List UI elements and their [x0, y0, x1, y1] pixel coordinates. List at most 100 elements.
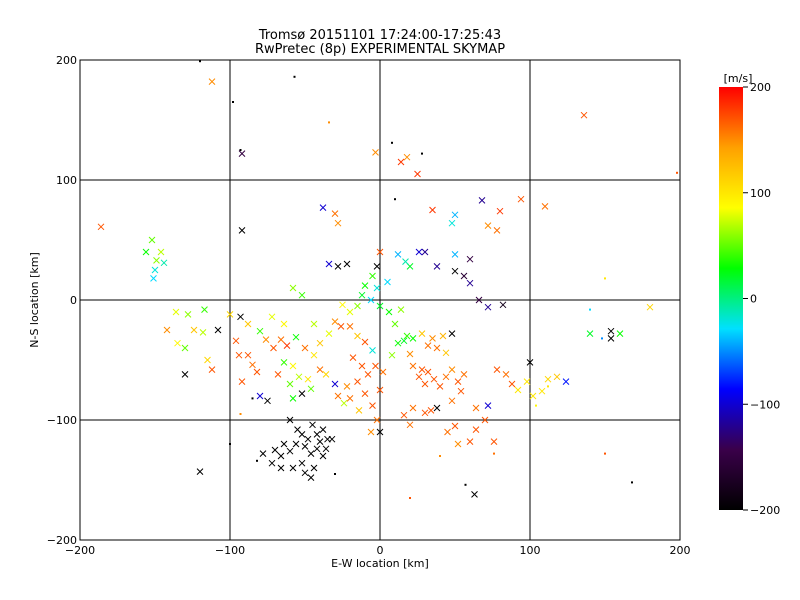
data-point-cross — [358, 362, 366, 370]
data-point-cross — [289, 284, 297, 292]
data-point-cross — [325, 330, 333, 337]
data-point-cross — [460, 371, 468, 378]
data-point-cross — [616, 330, 624, 337]
colorbar-tick-label: 0 — [750, 293, 757, 306]
data-point-cross — [235, 351, 243, 359]
data-point-cross — [316, 438, 324, 445]
data-point-cross — [256, 327, 264, 335]
data-point-cross — [201, 306, 208, 313]
data-point-cross — [264, 397, 271, 405]
data-point-cross — [253, 368, 261, 376]
data-point-cross — [298, 390, 306, 397]
data-point-cross — [607, 327, 615, 335]
colorbar-tick-label: 100 — [750, 187, 771, 200]
data-point-cross — [150, 275, 157, 282]
data-point-cross — [354, 378, 361, 385]
data-point-cross — [376, 248, 384, 256]
data-point-cross — [451, 251, 459, 258]
colorbar-tick-label: 200 — [750, 81, 771, 94]
data-point-cross — [286, 416, 294, 424]
data-point-cross — [409, 404, 417, 412]
x-axis-label: E-W location [km] — [331, 557, 429, 570]
data-point-dot — [251, 397, 254, 400]
data-point-cross — [429, 206, 436, 214]
data-point-cross — [319, 426, 327, 433]
y-tick-labels: −200 −100 0 100 200 — [47, 54, 680, 547]
x-tick-label: 100 — [520, 544, 541, 557]
data-point-cross — [418, 366, 426, 373]
data-point-cross — [484, 402, 492, 409]
data-point-cross — [298, 459, 306, 467]
data-point-cross — [397, 158, 405, 166]
data-point-cross — [148, 236, 156, 244]
data-point-cross — [580, 111, 588, 119]
data-point-cross — [262, 336, 270, 343]
data-point-cross — [298, 291, 306, 299]
data-point-cross — [289, 395, 297, 402]
data-point-cross — [301, 469, 309, 477]
data-point-cross — [349, 354, 357, 361]
colorbar-tick-label: −200 — [750, 504, 780, 517]
data-point-cross — [430, 375, 438, 383]
x-tick-labels: −200 −100 0 100 200 — [65, 60, 691, 557]
data-point-cross — [208, 78, 216, 85]
data-point-dot — [604, 277, 606, 280]
data-point-cross — [523, 378, 531, 385]
data-point-cross — [451, 267, 459, 275]
data-point-cross — [204, 356, 211, 364]
data-point-cross — [361, 338, 369, 346]
data-point-cross — [400, 337, 408, 345]
data-point-cross — [334, 392, 342, 400]
data-point-cross — [496, 207, 504, 215]
chart-title: Tromsø 20151101 17:24:00-17:25:43 — [258, 28, 501, 43]
data-point-cross — [403, 332, 411, 340]
data-point-cross — [280, 320, 288, 328]
data-point-cross — [232, 337, 240, 345]
data-point-cross — [346, 308, 354, 316]
data-point-cross — [274, 371, 282, 378]
data-point-cross — [355, 407, 363, 414]
data-point-cross — [259, 450, 267, 457]
data-point-cross — [379, 368, 387, 376]
data-point-cross — [334, 219, 342, 227]
data-point-dot — [421, 152, 423, 155]
data-point-dot — [601, 337, 603, 340]
data-point-cross — [553, 373, 561, 381]
data-point-cross — [388, 351, 396, 359]
data-point-dot — [493, 452, 495, 455]
data-point-cross — [409, 362, 417, 370]
data-point-cross — [153, 257, 160, 264]
colorbar-label: [m/s] — [724, 72, 753, 85]
data-point-cross — [414, 170, 421, 178]
data-point-cross — [499, 301, 507, 309]
data-point-cross — [442, 349, 450, 357]
data-point-cross — [142, 248, 150, 256]
data-point-cross — [454, 378, 462, 385]
data-point-cross — [391, 320, 399, 328]
data-point-cross — [286, 447, 294, 455]
data-point-cross — [433, 263, 441, 270]
data-point-cross — [283, 342, 291, 349]
data-point-cross — [415, 248, 423, 256]
data-point-cross — [472, 426, 480, 433]
data-point-cross — [586, 330, 594, 337]
data-point-cross — [502, 371, 510, 378]
chart-subtitle: RwPretec (8p) EXPERIMENTAL SKYMAP — [255, 42, 505, 57]
data-point-cross — [196, 468, 204, 475]
data-point-cross — [454, 440, 462, 448]
data-point-cross — [367, 428, 375, 436]
data-point-dot — [239, 413, 242, 415]
data-point-cross — [562, 378, 570, 385]
data-point-cross — [394, 339, 402, 347]
data-point-cross — [181, 344, 189, 352]
data-point-cross — [304, 435, 312, 443]
data-point-cross — [433, 344, 441, 352]
data-point-cross — [439, 332, 447, 340]
data-point-dot — [535, 404, 537, 407]
data-point-cross — [361, 390, 369, 397]
data-point-cross — [238, 378, 246, 385]
data-point-cross — [372, 149, 379, 156]
data-point-cross — [544, 375, 552, 383]
data-point-cross — [157, 248, 165, 256]
